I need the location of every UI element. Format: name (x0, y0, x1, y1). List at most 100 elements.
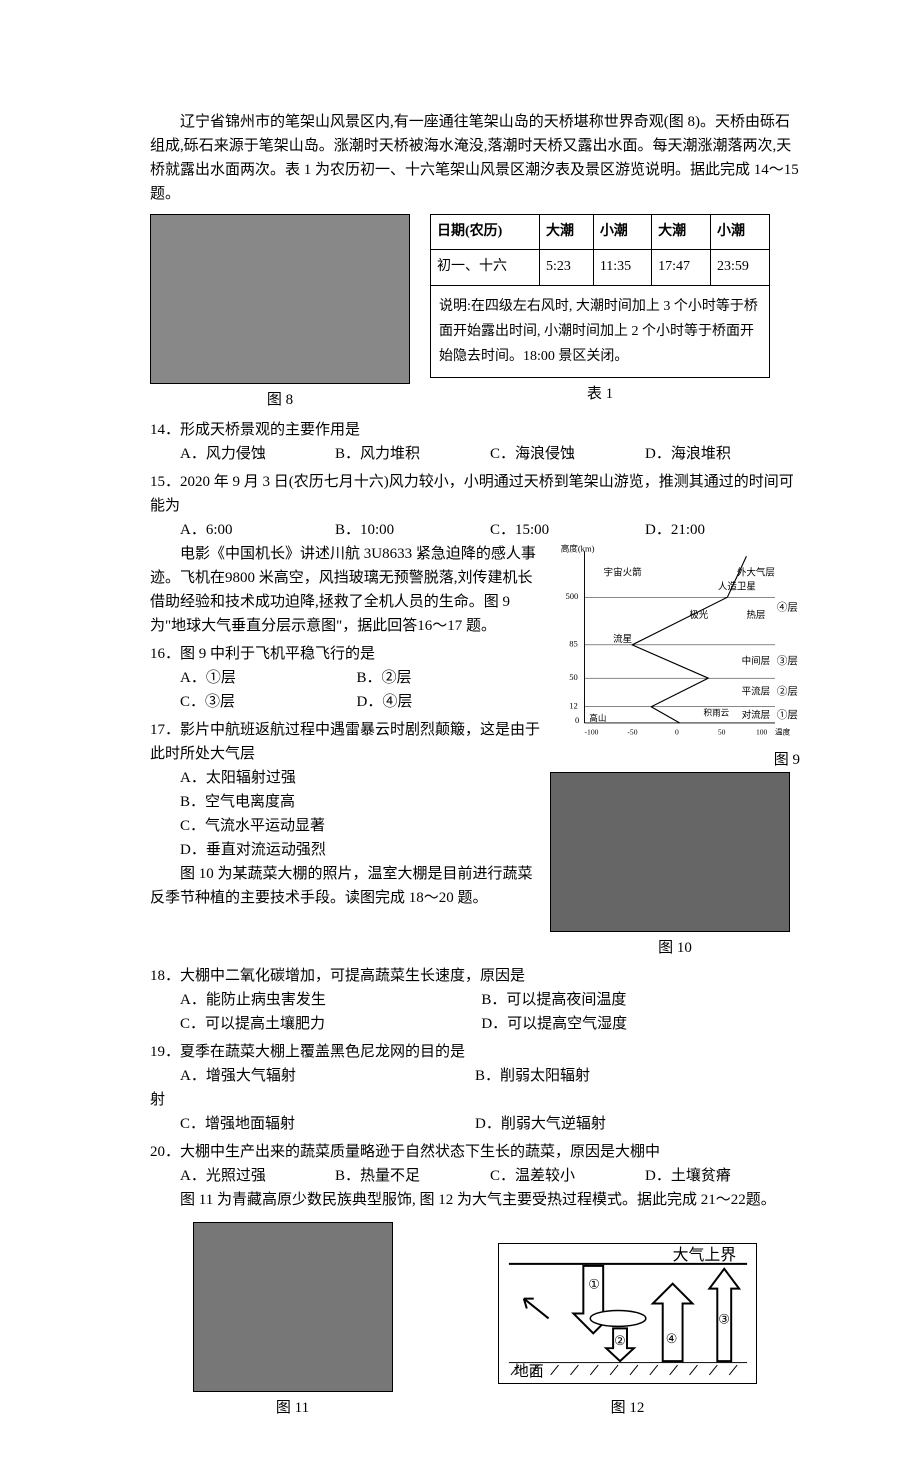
svg-text:③: ③ (718, 1313, 730, 1327)
svg-text:①层: ①层 (777, 709, 798, 721)
svg-text:①: ① (588, 1278, 600, 1292)
q15-opt-a: A．6:00 (180, 518, 335, 542)
svg-text:100: 100 (756, 727, 768, 736)
tide-note: 说明:在四级左右风时, 大潮时间加上 3 个小时等于桥面开始露出时间, 小潮时间… (430, 286, 770, 379)
figure-11-image (193, 1222, 393, 1392)
tide-header-h2: 小潮 (593, 215, 651, 250)
q17-stem: 17．影片中航班返航过程中遇雷暴云时剧烈颠簸，这是由于此时所处大气层 (150, 718, 540, 766)
table-1-caption: 表 1 (430, 382, 770, 406)
q14-opt-a: A．风力侵蚀 (180, 442, 335, 466)
q18-opt-b: B．可以提高夜间温度 (481, 988, 779, 1012)
question-16: 16．图 9 中利于飞机平稳飞行的是 A．①层 B．②层 C．③层 D．④层 (150, 642, 540, 714)
tide-cell-date: 初一、十六 (431, 250, 540, 285)
q18-stem: 18．大棚中二氧化碳增加，可提高蔬菜生长速度，原因是 (150, 964, 800, 988)
tide-header-h4: 小潮 (711, 215, 770, 250)
q19-opt-c: C．增强地面辐射 (150, 1112, 475, 1136)
svg-text:0: 0 (675, 727, 679, 736)
q19-opt-b: B．削弱太阳辐射 (475, 1064, 800, 1088)
svg-text:宇宙火箭: 宇宙火箭 (604, 566, 643, 578)
svg-text:-50: -50 (627, 727, 637, 736)
q14-opt-d: D．海浪堆积 (645, 442, 800, 466)
svg-text:50: 50 (718, 727, 726, 736)
q20-opt-d: D．土壤贫瘠 (645, 1164, 800, 1188)
q20-stem: 20．大棚中生产出来的蔬菜质量略逊于自然状态下生长的蔬菜，原因是大棚中 (150, 1140, 800, 1164)
tide-table: 日期(农历) 大潮 小潮 大潮 小潮 初一、十六 5:23 11:35 17:4… (430, 214, 770, 286)
q17-opt-c: C．气流水平运动显著 (180, 814, 540, 838)
q18-opt-c: C．可以提高土壤肥力 (180, 1012, 478, 1036)
q19-opt-a: A．增强大气辐射 (150, 1064, 475, 1088)
question-17: 17．影片中航班返航过程中遇雷暴云时剧烈颠簸，这是由于此时所处大气层 A．太阳辐… (150, 718, 540, 862)
svg-text:④: ④ (665, 1332, 677, 1346)
figure-10-image (550, 772, 790, 932)
svg-text:500: 500 (565, 591, 578, 601)
figure-9-diagram: 高度(km) 500 85 50 12 0 外大气层 宇宙火箭 人造卫星 热层 … (550, 542, 800, 742)
q17-opt-b: B．空气电离度高 (180, 790, 540, 814)
intro-q16-17: 电影《中国机长》讲述川航 3U8633 紧急迫降的感人事迹。飞机在9800 米高… (150, 542, 540, 638)
svg-text:中间层: 中间层 (742, 655, 771, 667)
q17-opt-d: D．垂直对流运动强烈 (180, 838, 540, 862)
svg-text:85: 85 (569, 639, 578, 649)
q19-stem: 19．夏季在蔬菜大棚上覆盖黑色尼龙网的目的是 (150, 1040, 800, 1064)
figure-8-image (150, 214, 410, 384)
svg-text:②: ② (614, 1334, 626, 1348)
svg-text:外大气层: 外大气层 (737, 566, 775, 578)
svg-text:0: 0 (575, 715, 579, 725)
svg-text:50: 50 (569, 672, 578, 682)
svg-text:高度(km): 高度(km) (561, 543, 595, 554)
svg-text:12: 12 (569, 701, 578, 711)
q20-opt-a: A．光照过强 (180, 1164, 335, 1188)
q16-opt-a: A．①层 (180, 666, 353, 690)
q14-opt-b: B．风力堆积 (335, 442, 490, 466)
figure-9-caption: 图 9 (550, 748, 800, 772)
tide-header-h3: 大潮 (652, 215, 711, 250)
svg-text:热层: 热层 (746, 609, 765, 621)
tide-cell-1: 5:23 (539, 250, 593, 285)
question-18: 18．大棚中二氧化碳增加，可提高蔬菜生长速度，原因是 A．能防止病虫害发生 B．… (150, 964, 800, 1036)
figure-12-caption: 图 12 (498, 1396, 758, 1420)
svg-text:极光: 极光 (689, 609, 709, 621)
svg-text:对流层: 对流层 (742, 709, 771, 721)
q16-opt-d: D．④层 (357, 690, 530, 714)
q14-opt-c: C．海浪侵蚀 (490, 442, 645, 466)
q19-opt-d: D．削弱大气逆辐射 (475, 1112, 800, 1136)
tide-header-date: 日期(农历) (431, 215, 540, 250)
q15-opt-c: C．15:00 (490, 518, 645, 542)
q16-opt-b: B．②层 (357, 666, 530, 690)
q20-opt-b: B．热量不足 (335, 1164, 490, 1188)
q15-opt-d: D．21:00 (645, 518, 800, 542)
figure-11-caption: 图 11 (193, 1396, 393, 1420)
tide-header-h1: 大潮 (539, 215, 593, 250)
question-15: 15．2020 年 9 月 3 日(农历七月十六)风力较小，小明通过天桥到笔架山… (150, 470, 800, 542)
svg-text:人造卫星: 人造卫星 (718, 581, 756, 593)
q16-stem: 16．图 9 中利于飞机平稳飞行的是 (150, 642, 540, 666)
svg-text:④层: ④层 (777, 602, 798, 614)
intro-q18-20: 图 10 为某蔬菜大棚的照片，温室大棚是目前进行蔬菜反季节种植的主要技术手段。读… (150, 862, 540, 910)
tide-cell-4: 23:59 (711, 250, 770, 285)
question-14: 14．形成天桥景观的主要作用是 A．风力侵蚀 B．风力堆积 C．海浪侵蚀 D．海… (150, 418, 800, 466)
q14-stem: 14．形成天桥景观的主要作用是 (150, 418, 800, 442)
svg-text:高山: 高山 (589, 712, 606, 723)
svg-text:-100: -100 (585, 727, 599, 736)
q18-opt-a: A．能防止病虫害发生 (180, 988, 478, 1012)
tide-cell-3: 17:47 (652, 250, 711, 285)
q15-opt-b: B．10:00 (335, 518, 490, 542)
q19-wrap-char: 射 (150, 1088, 800, 1112)
svg-text:平流层: 平流层 (742, 685, 771, 697)
question-20: 20．大棚中生产出来的蔬菜质量略逊于自然状态下生长的蔬菜，原因是大棚中 A．光照… (150, 1140, 800, 1188)
svg-text:③层: ③层 (777, 655, 798, 667)
tide-cell-2: 11:35 (593, 250, 651, 285)
svg-text:流星: 流星 (613, 633, 632, 645)
figure-12-diagram: 大气上界 地面 ① ② ④ ③ (498, 1243, 758, 1384)
figure-row-8-table1: 图 8 日期(农历) 大潮 小潮 大潮 小潮 初一、十六 5:23 11:35 … (150, 214, 800, 412)
q16-opt-c: C．③层 (180, 690, 353, 714)
figure-8-caption: 图 8 (150, 388, 410, 412)
svg-text:积雨云: 积雨云 (704, 706, 730, 717)
q20-opt-c: C．温差较小 (490, 1164, 645, 1188)
svg-text:②层: ②层 (777, 685, 798, 697)
svg-text:温度: 温度 (775, 726, 791, 736)
q18-opt-d: D．可以提高空气湿度 (481, 1012, 779, 1036)
intro-q14-15: 辽宁省锦州市的笔架山风景区内,有一座通往笔架山岛的天桥堪称世界奇观(图 8)。天… (150, 110, 800, 206)
figure-10-caption: 图 10 (550, 936, 800, 960)
intro-q21-22: 图 11 为青藏高原少数民族典型服饰, 图 12 为大气主要受热过程模式。据此完… (150, 1188, 800, 1212)
question-19: 19．夏季在蔬菜大棚上覆盖黑色尼龙网的目的是 A．增强大气辐射 B．削弱太阳辐射 (150, 1040, 800, 1088)
